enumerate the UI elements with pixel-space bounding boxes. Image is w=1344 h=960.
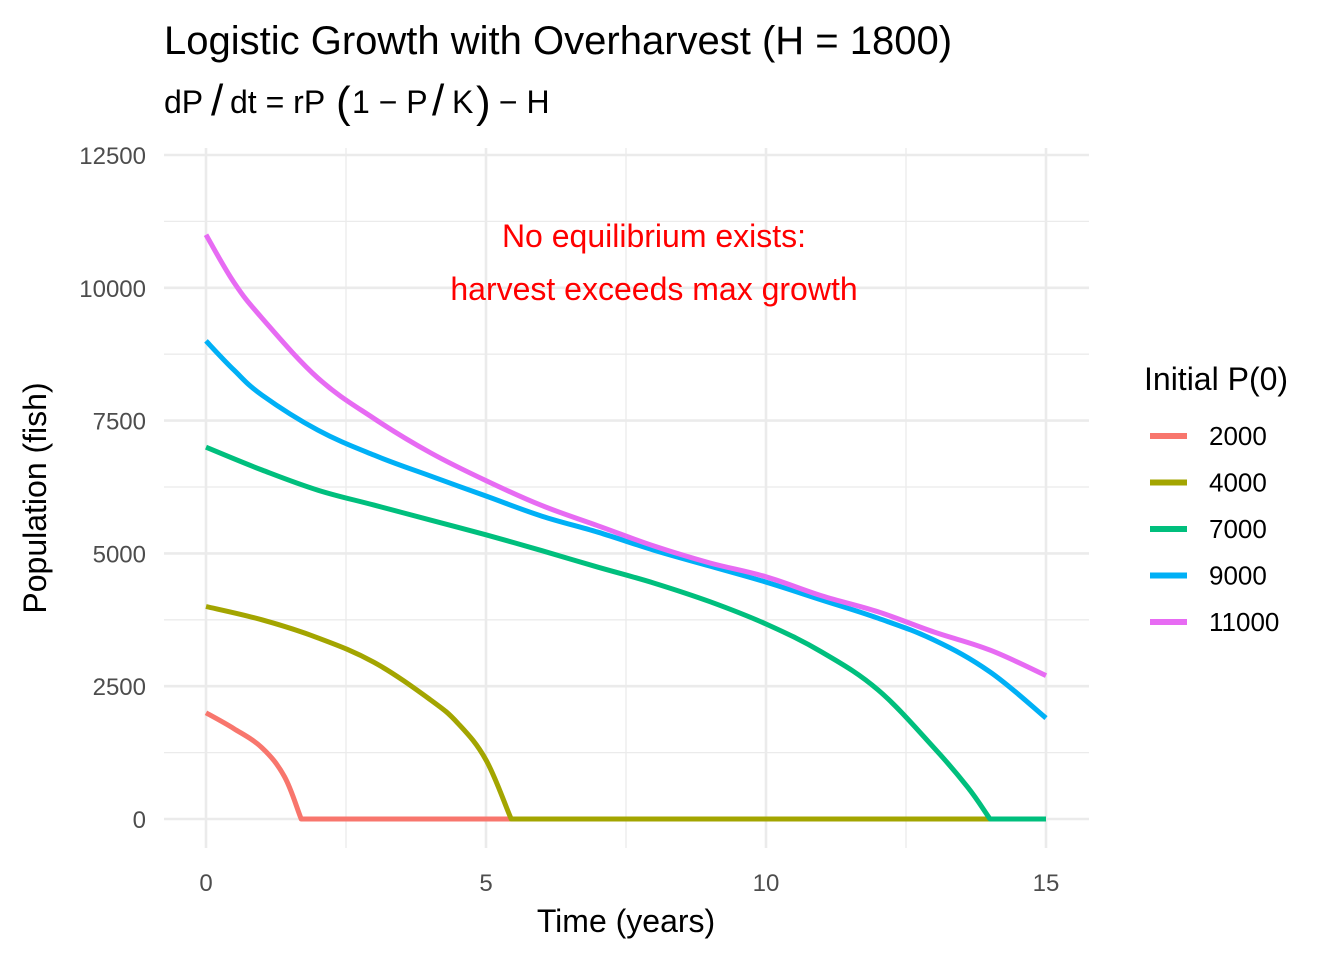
legend: Initial P(0) 2000 4000 7000 9000 11000	[1144, 361, 1288, 637]
annotation: No equilibrium exists: harvest exceeds m…	[450, 218, 857, 307]
legend-label-7000: 7000	[1209, 514, 1267, 544]
series-line-2000	[204, 710, 1046, 822]
series-line-9000	[204, 339, 1048, 721]
legend-label-11000: 11000	[1209, 607, 1279, 637]
legend-label-4000: 4000	[1209, 468, 1267, 498]
x-tick-label: 0	[199, 870, 212, 897]
y-tick-label: 0	[133, 807, 146, 834]
series-line-11000	[203, 233, 1048, 678]
subtitle-part-1-p: 1 − P	[352, 84, 428, 120]
y-axis-ticks: 0 2500 5000 7500 10000 12500	[79, 143, 146, 834]
y-axis-title: Population (fish)	[17, 382, 53, 613]
chart-title: Logistic Growth with Overharvest (H = 18…	[164, 19, 952, 63]
annotation-line-1: No equilibrium exists:	[502, 218, 806, 254]
chart-subtitle: dP / dt = rP ( 1 − P / K ) − H	[164, 76, 550, 127]
series-line-4000	[205, 604, 1046, 822]
y-tick-label: 5000	[93, 541, 146, 568]
subtitle-part-h: − H	[490, 84, 550, 120]
grid	[164, 148, 1089, 848]
legend-title: Initial P(0)	[1144, 361, 1288, 397]
subtitle-slash-1: /	[211, 76, 224, 125]
subtitle-part-dt: dt = rP	[230, 84, 325, 120]
y-tick-label: 10000	[79, 276, 146, 303]
y-tick-label: 12500	[79, 143, 146, 170]
legend-label-2000: 2000	[1209, 421, 1267, 451]
subtitle-slash-2: /	[432, 76, 445, 125]
subtitle-lparen: (	[336, 78, 351, 127]
x-tick-label: 10	[753, 870, 780, 897]
x-axis-ticks: 0 5 10 15	[199, 870, 1059, 897]
y-tick-label: 2500	[93, 674, 146, 701]
series-group	[203, 233, 1048, 822]
series-line-7000	[205, 444, 1046, 822]
annotation-line-2: harvest exceeds max growth	[450, 271, 857, 307]
x-tick-label: 5	[479, 870, 492, 897]
x-axis-title: Time (years)	[537, 903, 715, 939]
subtitle-rparen: )	[476, 78, 491, 127]
y-tick-label: 7500	[93, 409, 146, 436]
subtitle-part-k: K	[452, 84, 473, 120]
x-tick-label: 15	[1033, 870, 1060, 897]
subtitle-part-dp: dP	[164, 84, 203, 120]
legend-label-9000: 9000	[1209, 561, 1267, 591]
